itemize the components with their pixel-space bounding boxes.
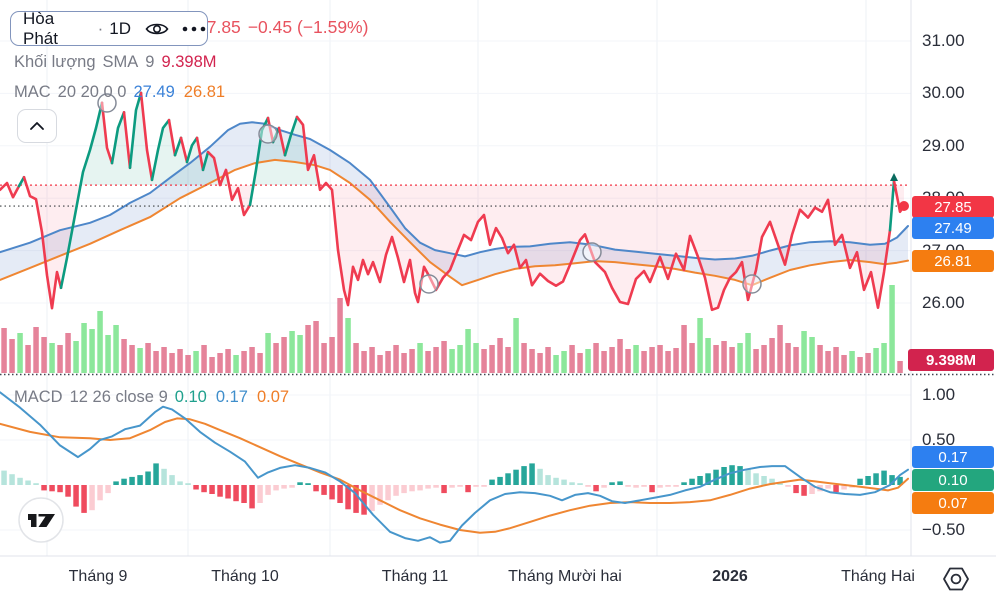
price-tick-26[interactable]: 26.00 <box>922 293 965 312</box>
x-label-thang9[interactable]: Tháng 9 <box>68 568 128 585</box>
macd-hist-value: 0.10 <box>174 387 207 406</box>
macd-params: 12 26 close 9 <box>69 387 168 406</box>
ma-slow-badge: 26.81 <box>912 250 994 272</box>
x-label-thang10[interactable]: Tháng 10 <box>211 568 279 585</box>
separator-dot: · <box>97 18 104 38</box>
volume-sma-value: 9.398M <box>161 52 217 71</box>
mac-indicator-legend[interactable]: MAC 20 20 0 0 27.49 26.81 <box>14 82 234 102</box>
volume-sma-param: 9 <box>145 52 155 71</box>
settings-gear-icon[interactable] <box>941 564 971 594</box>
macd-tick-neg05[interactable]: −0.50 <box>922 520 966 539</box>
macd-signal-value: 0.07 <box>257 387 290 406</box>
mac-slow-value: 26.81 <box>183 82 226 101</box>
price-tick-30[interactable]: 30.00 <box>922 83 965 102</box>
last-price-badge: 27.85 <box>912 196 994 218</box>
price-tick-31[interactable]: 31.00 <box>922 31 965 50</box>
timeframe-label: 1D <box>109 18 131 38</box>
volume-indicator-legend[interactable]: Khối lượng SMA 9 9.398M <box>14 52 226 72</box>
symbol-selector[interactable]: Hòa Phát · 1D <box>10 8 208 48</box>
volume-sma-badge: 9.398M <box>908 349 994 371</box>
mac-params: 20 20 0 0 <box>57 82 127 101</box>
more-options-icon[interactable] <box>181 25 207 33</box>
macd-line-value: 0.17 <box>215 387 248 406</box>
macd-signal-badge: 0.07 <box>912 492 994 514</box>
x-label-thang12[interactable]: Tháng Mười hai <box>508 568 622 585</box>
tradingview-logo[interactable] <box>18 497 64 543</box>
price-info: 27.85 −0.45 (−1.59%) <box>197 11 375 44</box>
macd-tick-05[interactable]: 0.50 <box>922 430 956 449</box>
visibility-toggle-icon[interactable] <box>145 21 169 37</box>
mac-fast-value: 27.49 <box>133 82 175 101</box>
x-label-thang11[interactable]: Tháng 11 <box>381 568 449 585</box>
chevron-up-icon <box>30 122 44 130</box>
x-label-thanghai[interactable]: Tháng Hai <box>841 568 915 585</box>
macd-indicator-legend[interactable]: MACD 12 26 close 9 0.10 0.17 0.07 <box>14 387 298 407</box>
symbol-name: Hòa Phát <box>23 8 58 48</box>
ma-fast-badge: 27.49 <box>912 217 994 239</box>
macd-line-badge: 0.17 <box>912 446 994 468</box>
macd-label: MACD <box>14 387 63 406</box>
macd-tick-1[interactable]: 1.00 <box>922 385 956 404</box>
x-label-2026[interactable]: 2026 <box>712 568 748 585</box>
price-change: −0.45 (−1.59%) <box>247 17 369 37</box>
volume-label: Khối lượng <box>14 52 96 71</box>
collapse-legend-button[interactable] <box>17 109 57 143</box>
macd-hist-badge: 0.10 <box>912 469 994 491</box>
volume-sma-label: SMA <box>102 52 139 71</box>
price-tick-29[interactable]: 29.00 <box>922 136 965 155</box>
mac-label: MAC <box>14 82 51 101</box>
